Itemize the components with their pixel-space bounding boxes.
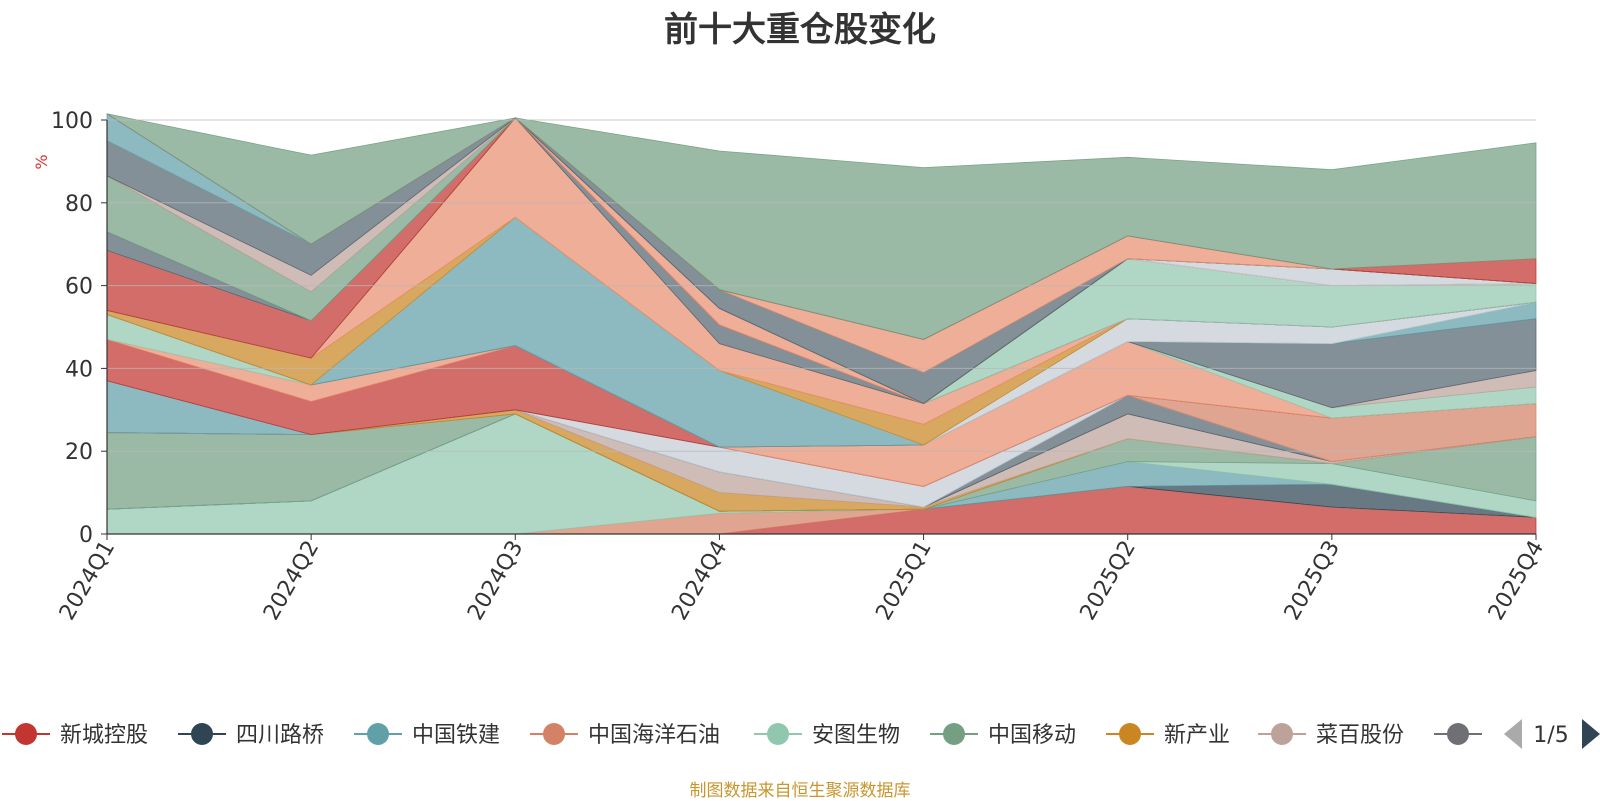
x-tick-label-6: 2025Q3 xyxy=(1280,537,1345,625)
legend-page-indicator: 1/5 xyxy=(1533,723,1568,748)
legend-item-0[interactable]: 新城控股 xyxy=(2,723,148,748)
x-tick-label-5: 2025Q2 xyxy=(1076,537,1141,625)
x-tick-label-0: 2024Q1 xyxy=(55,537,120,625)
y-tick-label-2: 40 xyxy=(65,357,93,382)
legend-marker-4 xyxy=(767,723,789,745)
legend-marker-5 xyxy=(943,723,965,745)
y-tick-label-4: 80 xyxy=(65,192,93,217)
x-tick-label-3: 2024Q4 xyxy=(667,537,732,625)
legend-next-page-icon[interactable] xyxy=(1582,719,1600,749)
legend-label-5: 中国移动 xyxy=(988,723,1076,748)
y-tick-label-1: 20 xyxy=(65,440,93,465)
y-tick-label-5: 100 xyxy=(51,109,93,134)
legend-item-6[interactable]: 新产业 xyxy=(1106,723,1230,748)
legend-label-6: 新产业 xyxy=(1164,723,1230,748)
legend-item-7[interactable]: 菜百股份 xyxy=(1258,723,1404,748)
legend-item-1[interactable]: 四川路桥 xyxy=(178,723,324,748)
legend-label-7: 菜百股份 xyxy=(1316,723,1404,748)
legend-marker-0 xyxy=(15,723,37,745)
legend-marker-8 xyxy=(1447,723,1469,745)
legend-item-5[interactable]: 中国移动 xyxy=(930,723,1076,748)
legend-marker-7 xyxy=(1271,723,1293,745)
legend-item-4[interactable]: 安图生物 xyxy=(754,723,900,748)
legend-label-4: 安图生物 xyxy=(812,723,900,748)
legend-marker-2 xyxy=(367,723,389,745)
data-source-note: 制图数据来自恒生聚源数据库 xyxy=(689,781,911,801)
y-tick-label-0: 0 xyxy=(79,523,93,548)
legend-marker-1 xyxy=(191,723,213,745)
legend-label-1: 四川路桥 xyxy=(236,723,324,748)
x-tick-label-7: 2025Q4 xyxy=(1484,537,1549,625)
chart-title: 前十大重仓股变化 xyxy=(664,10,936,50)
area-series-37[interactable] xyxy=(106,113,1537,340)
legend-label-3: 中国海洋石油 xyxy=(588,723,720,748)
y-axis-unit-label: % xyxy=(32,154,51,169)
legend-marker-3 xyxy=(543,723,565,745)
x-tick-label-2: 2024Q3 xyxy=(463,537,528,625)
legend-item-3[interactable]: 中国海洋石油 xyxy=(530,723,720,748)
x-tick-label-1: 2024Q2 xyxy=(259,537,324,625)
legend-item-8[interactable] xyxy=(1434,723,1482,745)
x-tick-label-4: 2025Q1 xyxy=(871,537,936,625)
legend-marker-6 xyxy=(1119,723,1141,745)
legend-label-0: 新城控股 xyxy=(60,723,148,748)
legend-prev-page-icon[interactable] xyxy=(1504,719,1522,749)
legend-label-2: 中国铁建 xyxy=(412,723,500,748)
y-tick-label-3: 60 xyxy=(65,275,93,300)
legend-item-2[interactable]: 中国铁建 xyxy=(354,723,500,748)
